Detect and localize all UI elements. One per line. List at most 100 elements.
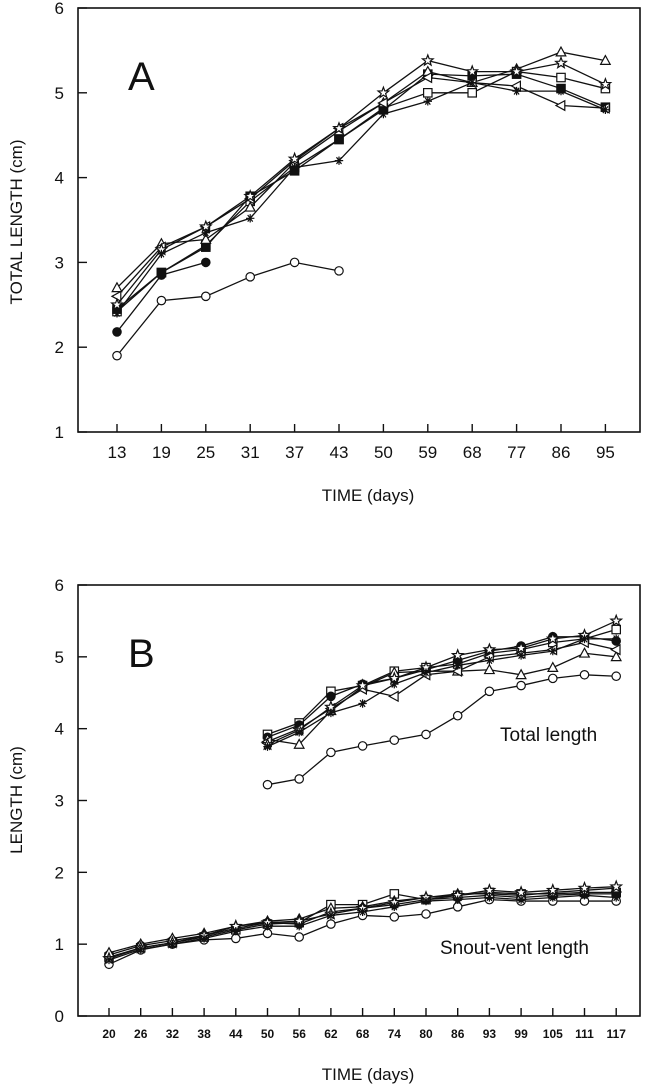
panel-b-series-11-point — [514, 885, 529, 899]
panel-a-y-tick-label: 6 — [55, 0, 64, 18]
panel-a-series-6-point — [243, 188, 258, 203]
panel-b-series-7-point — [231, 933, 241, 944]
panel-b-series-0-point — [452, 710, 463, 721]
panel-a-x-tick-label: 50 — [374, 443, 393, 462]
panel-b-series-12-point — [485, 893, 494, 902]
panel-b-series-6-point — [485, 656, 494, 665]
panel-b-series-12-point — [326, 911, 336, 920]
panel-b-x-tick-label: 50 — [261, 1027, 275, 1041]
panel-a-series-6-point — [287, 151, 302, 165]
panel-b-series-3-point — [515, 668, 527, 680]
panel-a-series-7-point — [379, 109, 388, 119]
panel-b-y-tick-label: 1 — [55, 935, 64, 954]
panel-a-x-tick-label: 68 — [463, 443, 482, 462]
panel-b-series-7-point — [262, 928, 273, 939]
panel-b-x-tick-label: 44 — [229, 1027, 243, 1041]
panel-b-series-7-point — [421, 909, 431, 919]
panel-a-series-3-point — [156, 267, 167, 278]
panel-a-y-tick-label: 4 — [55, 169, 64, 188]
panel-a-series-7-point — [334, 156, 344, 165]
panel-b-series-0-point — [421, 729, 431, 740]
panel-a-series-0-point — [156, 295, 167, 306]
panel-b-series-12-point — [263, 922, 272, 931]
panel-a-series-3-point — [201, 242, 211, 252]
panel-b-series-6-point — [421, 668, 431, 677]
panel-b-y-axis-title: LENGTH (cm) — [7, 746, 26, 854]
snout-vent-length-label: Snout-vent length — [440, 938, 589, 959]
panel-b-series-3-point — [293, 738, 306, 749]
panel-b-series-7-point — [389, 912, 400, 922]
panel-b-series-0-point — [389, 735, 400, 745]
panel-b-series-7-point — [452, 902, 463, 912]
panel-b-series-0-point — [547, 673, 558, 684]
panel-b-series-7-point — [294, 932, 304, 942]
panel-b-series-5-point — [609, 613, 624, 627]
panel-a-x-tick-label: 37 — [285, 443, 304, 462]
panel-a-series-0-point — [112, 350, 122, 361]
panel-a-series-6-point — [110, 297, 124, 311]
panel-a-series-6-point — [554, 55, 568, 70]
panel-b-y-tick-label: 2 — [55, 863, 64, 882]
panel-a-series-2 — [112, 66, 611, 317]
panel-b-x-tick-label: 80 — [419, 1027, 433, 1041]
panel-b-x-tick-label: 26 — [134, 1027, 148, 1041]
panel-b-x-tick-label: 62 — [324, 1027, 338, 1041]
panel-b-series-12-point — [168, 939, 177, 949]
panel-a-plot-frame — [77, 7, 641, 433]
panel-a-series-7-point — [423, 97, 432, 106]
panel-b-series-12-point — [358, 907, 367, 917]
panel-a-series-4 — [111, 45, 612, 293]
panel-b-series-12-point — [421, 896, 431, 906]
panel-a-x-tick-label: 13 — [108, 443, 127, 462]
panel-b-series-2-point — [326, 691, 336, 702]
panel-b-x-tick-label: 105 — [543, 1027, 563, 1041]
panel-b-series-12-point — [548, 893, 557, 902]
panel-a-series-6-point — [376, 85, 391, 99]
panel-b-series-12-point — [612, 893, 621, 902]
panel-a-series-2-line — [116, 70, 606, 313]
panel-a-series-6-point — [598, 77, 613, 91]
panel-b-series-12-point — [136, 944, 145, 954]
panel-b-series-3-point — [483, 663, 496, 675]
panel-a-series-5-point — [110, 290, 122, 303]
panel-b-series-12-point — [580, 891, 589, 900]
panel-a-series-7-point — [290, 163, 299, 172]
total-length-label: Total length — [500, 725, 597, 746]
panel-a-y-tick-label: 1 — [55, 423, 64, 442]
panel-a-series-5-point — [377, 97, 388, 109]
panel-a-series-6-line — [116, 59, 606, 306]
panel-b-series-12-point — [453, 895, 462, 904]
panel-b-series-6-point — [612, 634, 621, 644]
panel-a-series-5 — [110, 71, 610, 303]
panel-b-series-12 — [104, 891, 621, 965]
panel-a-y-axis-title: TOTAL LENGTH (cm) — [7, 140, 26, 305]
panel-b-x-tick-label: 111 — [575, 1027, 594, 1041]
panel-b-x-tick-label: 68 — [356, 1027, 370, 1041]
panel-b-series-1-line — [267, 628, 617, 736]
panel-a-series-0-point — [334, 266, 344, 276]
panel-b-series-12-point — [516, 895, 526, 904]
panel-b-x-tick-label: 86 — [451, 1027, 465, 1041]
panel-b-y-tick-label: 3 — [55, 792, 64, 811]
panel-a-x-tick-label: 59 — [418, 443, 437, 462]
panel-a-series-4-point — [244, 201, 257, 212]
panel-b-x-tick-label: 32 — [166, 1027, 180, 1041]
panel-b-series-1-point — [611, 624, 621, 635]
panel-b-series-12-point — [231, 927, 240, 936]
panel-a-series-6-point — [509, 64, 524, 78]
panel-b-x-tick-label: 99 — [514, 1027, 528, 1041]
panel-a-series-7-point — [556, 86, 566, 96]
panel-b-series-5-point — [355, 678, 370, 692]
panel-a-series-0-point — [201, 291, 211, 302]
panel-b-series-5-line — [267, 620, 617, 746]
panel-b-x-axis-title: TIME (days) — [322, 1065, 415, 1084]
panel-a-series-7-point — [157, 249, 166, 259]
panel-b-series-12-point — [104, 955, 114, 965]
panel-a-series-2-point — [423, 87, 433, 98]
panel-a-series-0-point — [289, 257, 300, 268]
panel-b-series-7-point — [326, 919, 336, 929]
panel-b-series-11-point — [577, 880, 592, 895]
panel-a-x-tick-label: 31 — [241, 443, 260, 462]
